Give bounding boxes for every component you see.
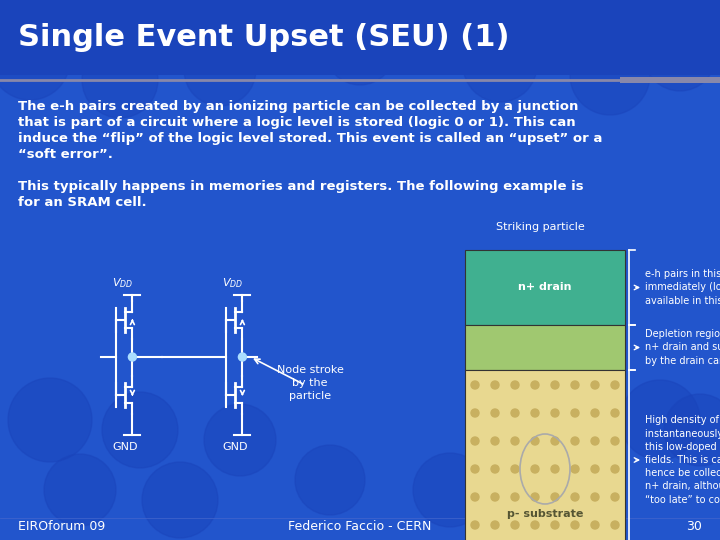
Circle shape (471, 381, 479, 389)
Circle shape (128, 353, 136, 361)
Circle shape (491, 465, 499, 473)
Circle shape (491, 521, 499, 529)
Circle shape (611, 437, 619, 445)
Text: e-h pairs in this region recombine
immediately (lots of free electrons
available: e-h pairs in this region recombine immed… (645, 269, 720, 306)
Circle shape (531, 409, 539, 417)
Circle shape (571, 409, 579, 417)
Text: Depletion region: e-h pairs are collected by
n+ drain and substrate => those col: Depletion region: e-h pairs are collecte… (645, 329, 720, 366)
Circle shape (491, 437, 499, 445)
Circle shape (511, 437, 519, 445)
Circle shape (591, 409, 599, 417)
Circle shape (142, 462, 218, 538)
Circle shape (204, 404, 276, 476)
Text: The e-h pairs created by an ionizing particle can be collected by a junction: The e-h pairs created by an ionizing par… (18, 100, 578, 113)
Circle shape (531, 465, 539, 473)
Circle shape (511, 409, 519, 417)
Circle shape (44, 454, 116, 526)
Text: $V_{DD}$: $V_{DD}$ (112, 276, 133, 290)
Text: GND: GND (112, 442, 138, 452)
Text: GND: GND (222, 442, 248, 452)
Circle shape (644, 19, 716, 91)
Text: High density of e-h pairs in this region can
instantaneously change effective do: High density of e-h pairs in this region… (645, 415, 720, 504)
Circle shape (531, 381, 539, 389)
Circle shape (325, 15, 395, 85)
Circle shape (102, 392, 178, 468)
Circle shape (611, 465, 619, 473)
Circle shape (591, 437, 599, 445)
Circle shape (611, 493, 619, 501)
Circle shape (664, 394, 720, 466)
Circle shape (531, 521, 539, 529)
Circle shape (184, 34, 256, 106)
Circle shape (611, 381, 619, 389)
Circle shape (471, 437, 479, 445)
Text: EIROforum 09: EIROforum 09 (18, 521, 105, 534)
Circle shape (571, 381, 579, 389)
Circle shape (611, 409, 619, 417)
Text: n+ drain: n+ drain (518, 282, 572, 293)
Circle shape (82, 42, 158, 118)
Circle shape (8, 378, 92, 462)
Circle shape (591, 521, 599, 529)
Circle shape (591, 381, 599, 389)
Text: induce the “flip” of the logic level stored. This event is called an “upset” or : induce the “flip” of the logic level sto… (18, 132, 603, 145)
Text: $V_{DD}$: $V_{DD}$ (222, 276, 243, 290)
Circle shape (413, 453, 487, 527)
Text: Striking particle: Striking particle (495, 222, 585, 232)
Circle shape (551, 381, 559, 389)
Text: Node stroke
by the
particle: Node stroke by the particle (276, 365, 343, 401)
Circle shape (238, 353, 246, 361)
Circle shape (571, 437, 579, 445)
Circle shape (551, 465, 559, 473)
Text: This typically happens in memories and registers. The following example is: This typically happens in memories and r… (18, 180, 584, 193)
Circle shape (591, 465, 599, 473)
Circle shape (570, 35, 650, 115)
Circle shape (491, 381, 499, 389)
Text: Federico Faccio - CERN: Federico Faccio - CERN (288, 521, 432, 534)
Bar (620, 77, 720, 83)
Circle shape (571, 493, 579, 501)
Circle shape (571, 521, 579, 529)
Circle shape (591, 493, 599, 501)
Circle shape (471, 521, 479, 529)
Circle shape (551, 409, 559, 417)
Circle shape (491, 493, 499, 501)
Circle shape (551, 437, 559, 445)
Circle shape (471, 493, 479, 501)
Bar (465, 370, 625, 540)
Circle shape (511, 381, 519, 389)
Circle shape (620, 380, 700, 460)
Circle shape (511, 465, 519, 473)
Circle shape (551, 493, 559, 501)
Text: Single Event Upset (SEU) (1): Single Event Upset (SEU) (1) (18, 24, 510, 52)
Text: 30: 30 (686, 521, 702, 534)
Circle shape (491, 409, 499, 417)
Circle shape (571, 465, 579, 473)
Circle shape (0, 20, 70, 100)
Bar (0, 0, 720, 75)
Circle shape (295, 445, 365, 515)
Circle shape (463, 28, 537, 102)
Circle shape (531, 437, 539, 445)
Circle shape (471, 409, 479, 417)
Text: for an SRAM cell.: for an SRAM cell. (18, 196, 147, 209)
Bar (465, 250, 625, 325)
Circle shape (511, 521, 519, 529)
Text: that is part of a circuit where a logic level is stored (logic 0 or 1). This can: that is part of a circuit where a logic … (18, 116, 575, 129)
Text: p- substrate: p- substrate (507, 509, 583, 519)
Bar (465, 325, 625, 370)
Circle shape (471, 465, 479, 473)
Text: “soft error”.: “soft error”. (18, 148, 113, 161)
Circle shape (611, 521, 619, 529)
Circle shape (531, 493, 539, 501)
Circle shape (511, 493, 519, 501)
Circle shape (551, 521, 559, 529)
Circle shape (542, 372, 618, 448)
Circle shape (504, 464, 576, 536)
